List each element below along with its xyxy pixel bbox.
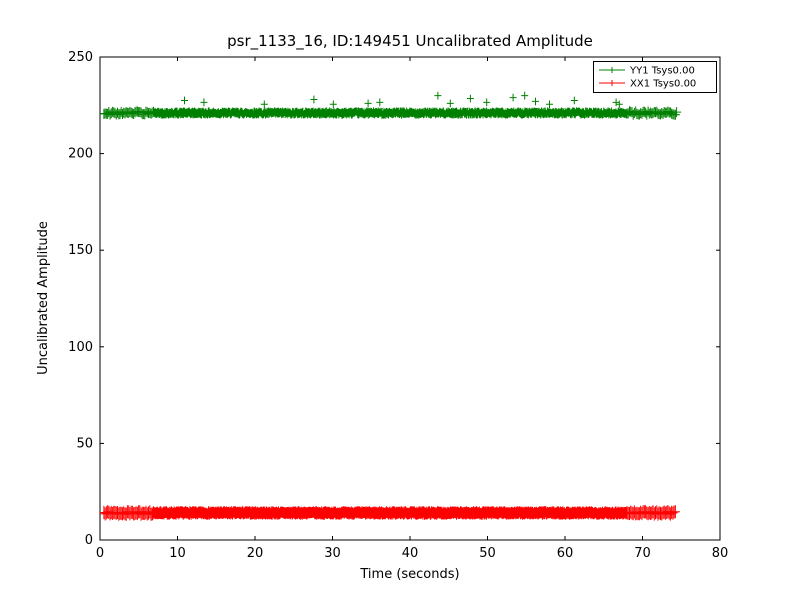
y-tick-label: 50	[76, 436, 93, 451]
axis-ticks: 0 10 20 30 40 50 60 70 80 0 50 100 150 200 250	[68, 50, 728, 561]
legend-label: XX1 Tsys0.00	[630, 79, 696, 90]
legend: YY1 Tsys0.00 XX1 Tsys0.00	[593, 61, 717, 93]
x-tick-label: 50	[479, 546, 496, 561]
y-tick-label: 150	[68, 243, 93, 258]
y-tick-label: 100	[68, 340, 93, 355]
chart-title: psr_1133_16, ID:149451 Uncalibrated Ampl…	[227, 32, 593, 51]
x-tick-label: 80	[712, 546, 729, 561]
x-axis-label: Time (seconds)	[359, 567, 459, 582]
x-tick-label: 70	[634, 546, 651, 561]
x-tick-label: 20	[247, 546, 264, 561]
plot-frame	[99, 56, 721, 541]
series-xx1	[99, 505, 680, 521]
series-yy1	[99, 91, 682, 120]
x-tick-label: 60	[557, 546, 574, 561]
y-axis-label: Uncalibrated Amplitude	[36, 221, 51, 375]
legend-box	[593, 61, 717, 93]
x-tick-label: 30	[324, 546, 341, 561]
y-tick-label: 0	[85, 533, 93, 548]
x-tick-label: 0	[96, 546, 104, 561]
legend-label: YY1 Tsys0.00	[629, 66, 695, 77]
x-tick-label: 40	[402, 546, 419, 561]
x-tick-label: 10	[169, 546, 186, 561]
y-tick-label: 200	[68, 147, 93, 162]
y-tick-label: 250	[68, 50, 93, 65]
data-series	[99, 91, 682, 521]
